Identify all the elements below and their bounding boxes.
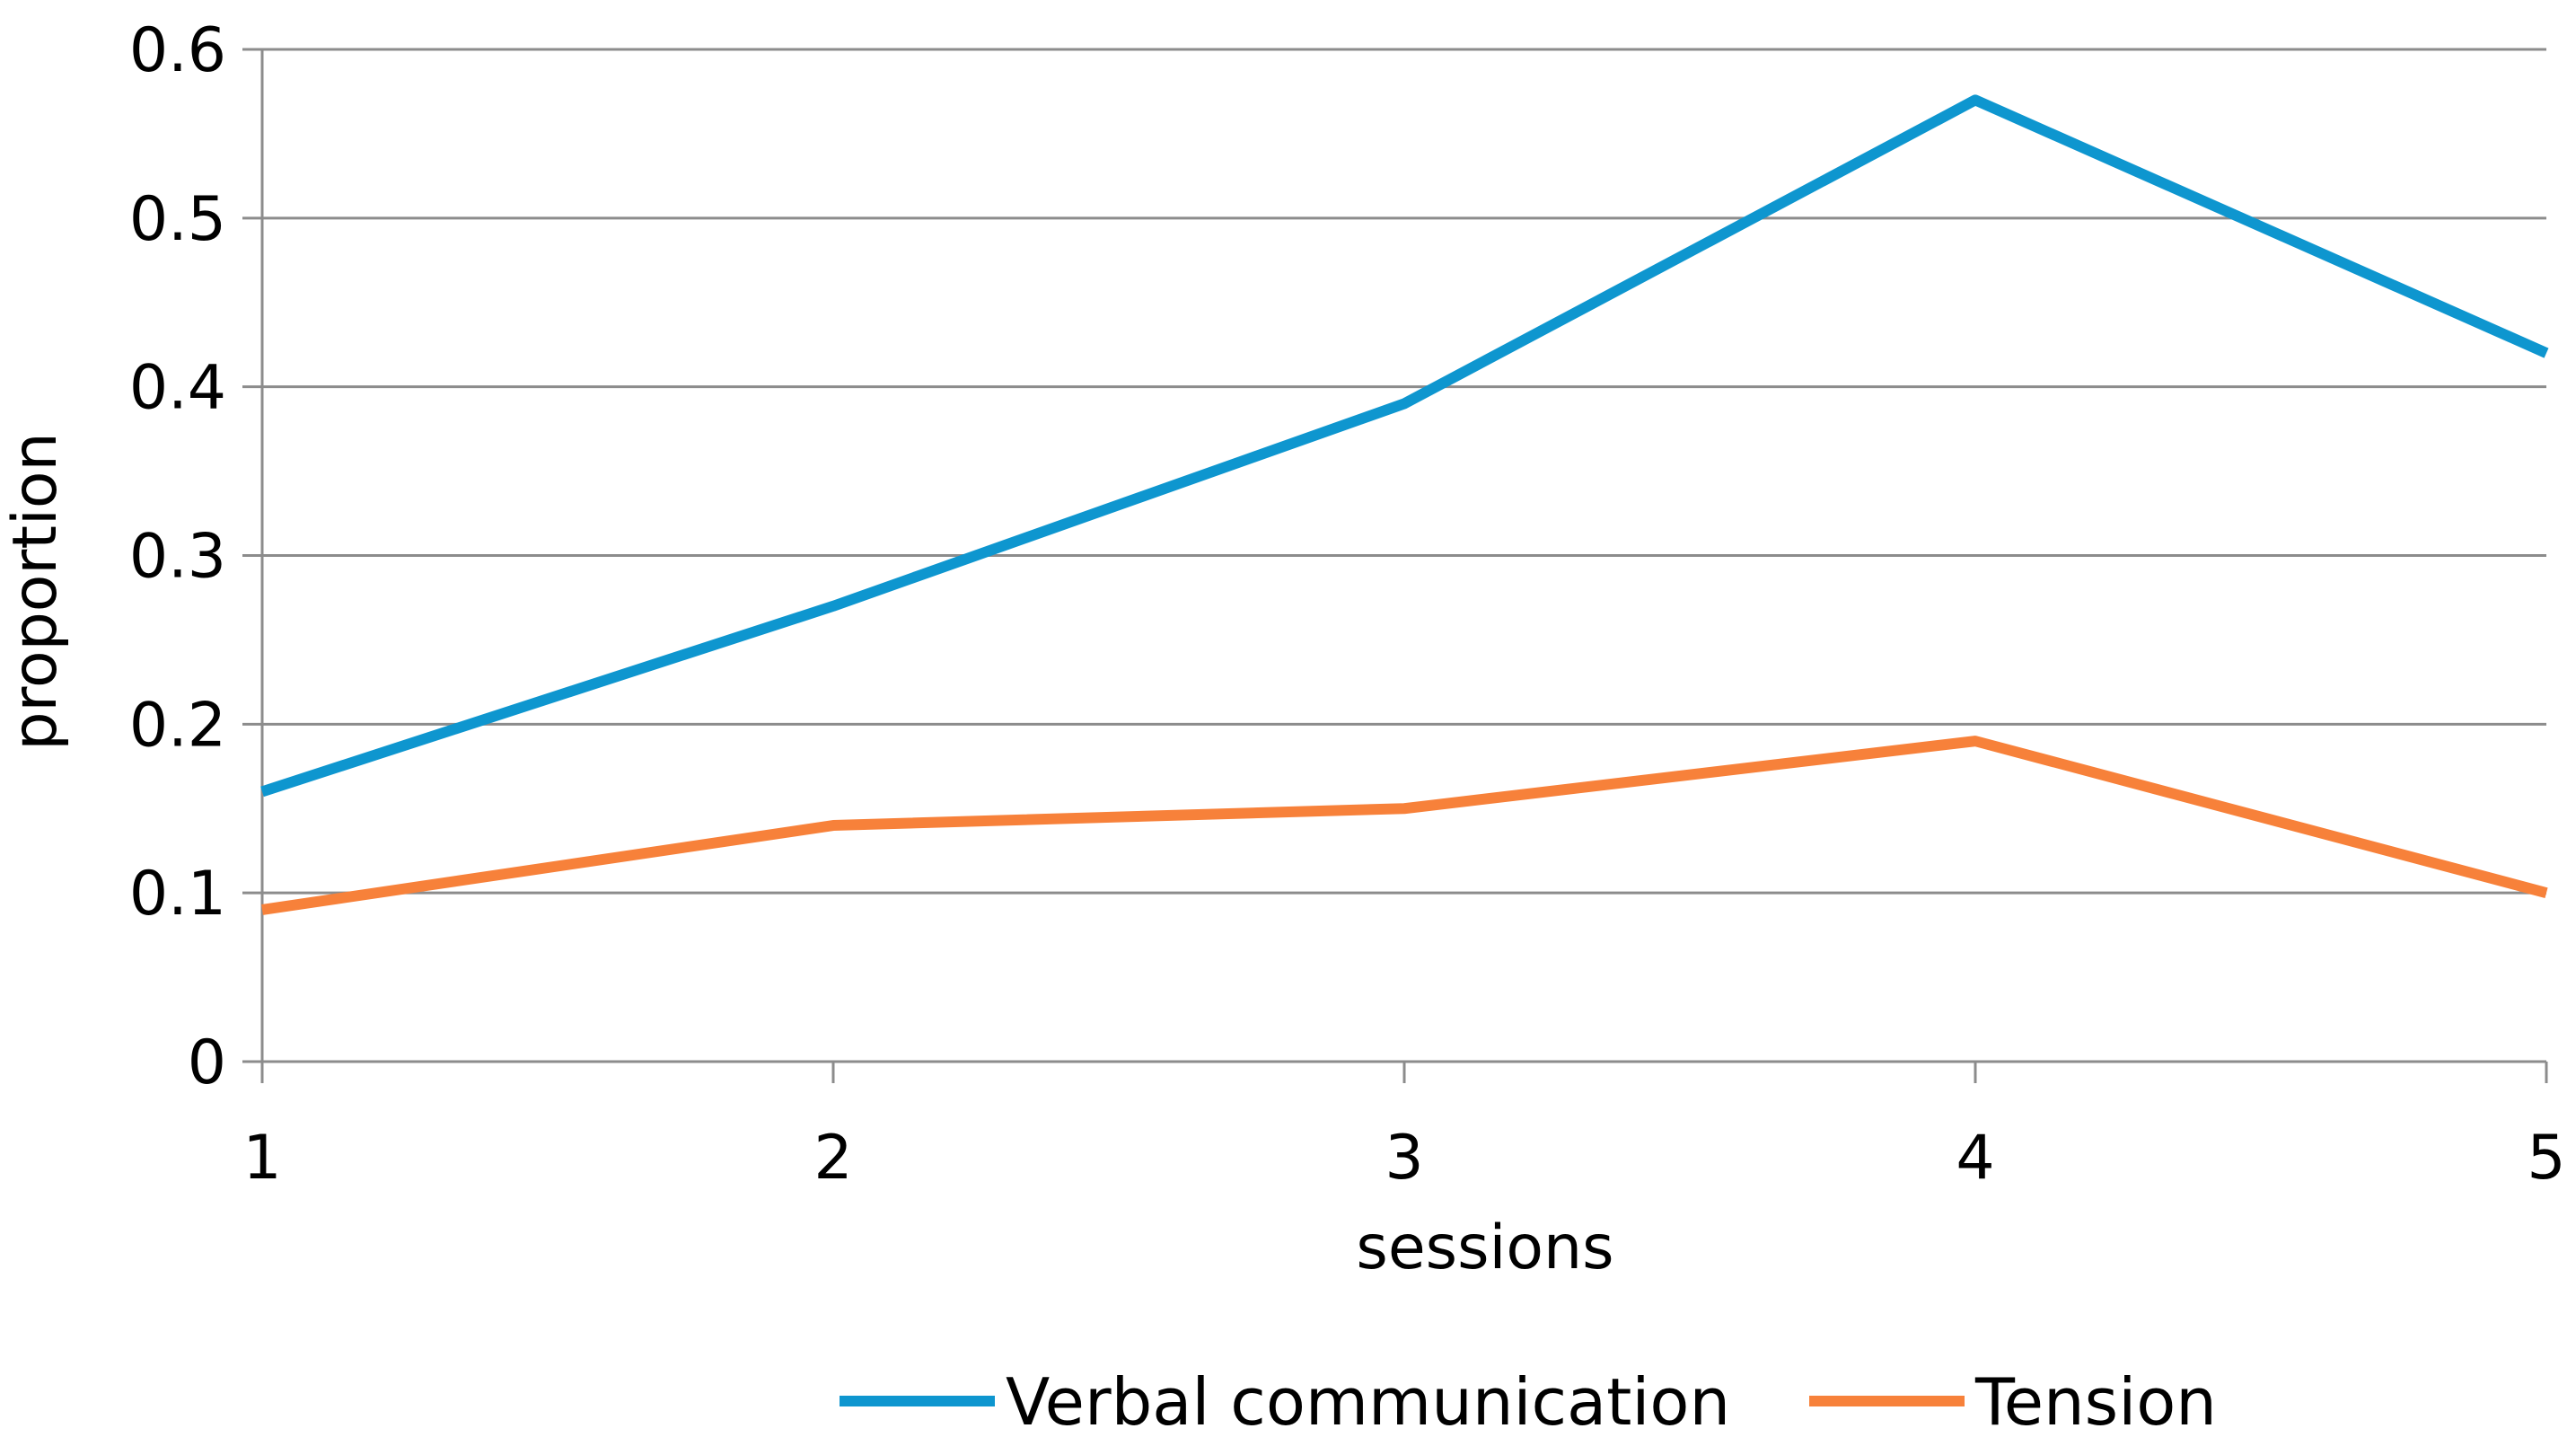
x-tick-label: 1 [242,1123,281,1194]
y-axis-tick-labels: 0 0.1 0.2 0.3 0.4 0.5 0.6 [129,15,226,1098]
legend-label-verbal-communication: Verbal communication [1006,1364,1730,1440]
axes [260,49,2548,1083]
x-axis-title: sessions [1356,1212,1613,1283]
series-line-tension [261,736,2548,915]
series-lines [260,94,2549,915]
y-tick-label: 0.5 [129,184,226,255]
y-axis-title: proportion [0,432,71,750]
legend: Verbal communication Tension [840,1364,2217,1440]
y-tick-label: 0.2 [129,690,226,761]
legend-label-tension: Tension [1974,1364,2217,1440]
x-tick-label: 4 [1956,1123,1994,1194]
y-tick-label: 0 [188,1027,226,1098]
series-line-verbal-communication [260,94,2549,798]
x-axis-tick-labels: 1 2 3 4 5 [242,1123,2565,1194]
x-tick-label: 3 [1385,1123,1423,1194]
y-tick-label: 0.6 [129,15,226,86]
y-tick-label: 0.4 [129,353,226,424]
y-tick-label: 0.1 [129,859,226,930]
y-tick-label: 0.3 [129,522,226,593]
x-tick-label: 2 [813,1123,852,1194]
gridlines [242,48,2546,1063]
x-tick-label: 5 [2527,1123,2565,1194]
